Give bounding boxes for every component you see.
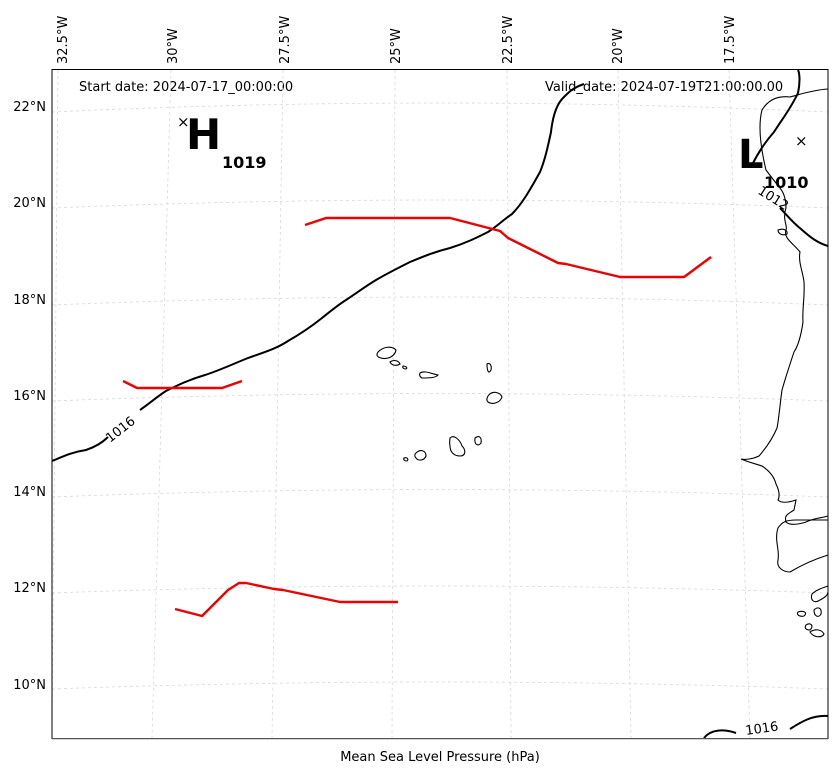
coastlines	[376, 88, 829, 638]
map-frame	[51, 69, 829, 739]
guinea-coast-detail	[810, 585, 829, 603]
start-date-label: Start date: 2024-07-17_00:00:00	[79, 80, 293, 95]
lat-label: 20°N	[13, 196, 46, 211]
low-pressure-letter: L	[738, 132, 764, 178]
island-boa-vista	[486, 391, 503, 404]
valid-date-label: Valid_date: 2024-07-19T21:00:00.00	[545, 80, 783, 95]
isobar-1012-line	[779, 207, 829, 247]
front-line-west	[122, 379, 243, 390]
lat-label: 14°N	[13, 485, 46, 500]
isobar-1016-line	[139, 83, 585, 411]
island-fogo	[414, 450, 427, 461]
high-pressure-value: 1019	[222, 153, 267, 172]
map-caption: Mean Sea Level Pressure (hPa)	[340, 750, 540, 765]
lon-label: 22.5°W	[501, 16, 516, 64]
senegal-coast-detail	[776, 519, 829, 573]
lat-label: 12°N	[13, 581, 46, 596]
front-line-south	[174, 581, 398, 618]
high-pressure-marker-icon: ×	[177, 113, 190, 131]
lon-label: 20°W	[611, 28, 626, 64]
isobar-label-1016-west: 1016	[103, 414, 138, 446]
lat-label: 22°N	[13, 100, 46, 115]
island-maio	[474, 436, 482, 446]
island-sao-nicolau	[419, 371, 439, 379]
island-brava	[403, 457, 409, 462]
island-santiago	[449, 436, 466, 457]
lon-label: 25°W	[389, 28, 404, 64]
lat-label: 10°N	[13, 678, 46, 693]
isobar-1016-line	[51, 436, 109, 462]
lon-label: 30°W	[166, 28, 181, 64]
bissagos-islands	[796, 607, 825, 638]
isobar-1016-line	[789, 714, 829, 730]
lon-label: 17.5°W	[723, 16, 738, 64]
high-pressure-letter: H	[186, 110, 221, 159]
front-line-north	[304, 216, 712, 279]
isobars	[51, 69, 829, 739]
africa-coastline	[740, 88, 829, 525]
island-santa-luzia	[402, 365, 408, 370]
isobar-label-1016-south: 1016	[744, 720, 779, 739]
isobar-1016-line	[703, 729, 737, 739]
island-sao-vicente	[389, 359, 401, 366]
coast-islet	[777, 228, 788, 236]
low-pressure-value: 1010	[764, 173, 809, 192]
lon-label: 32.5°W	[56, 16, 71, 64]
low-pressure-marker-icon: ×	[795, 132, 808, 150]
island-sal	[486, 362, 492, 373]
lat-label: 16°N	[13, 389, 46, 404]
lat-label: 18°N	[13, 293, 46, 308]
island-santo-antao	[376, 346, 397, 360]
lon-label: 27.5°W	[278, 16, 293, 64]
graticule	[51, 69, 829, 739]
fronts	[122, 216, 712, 618]
isobar-1012-line	[751, 69, 801, 166]
